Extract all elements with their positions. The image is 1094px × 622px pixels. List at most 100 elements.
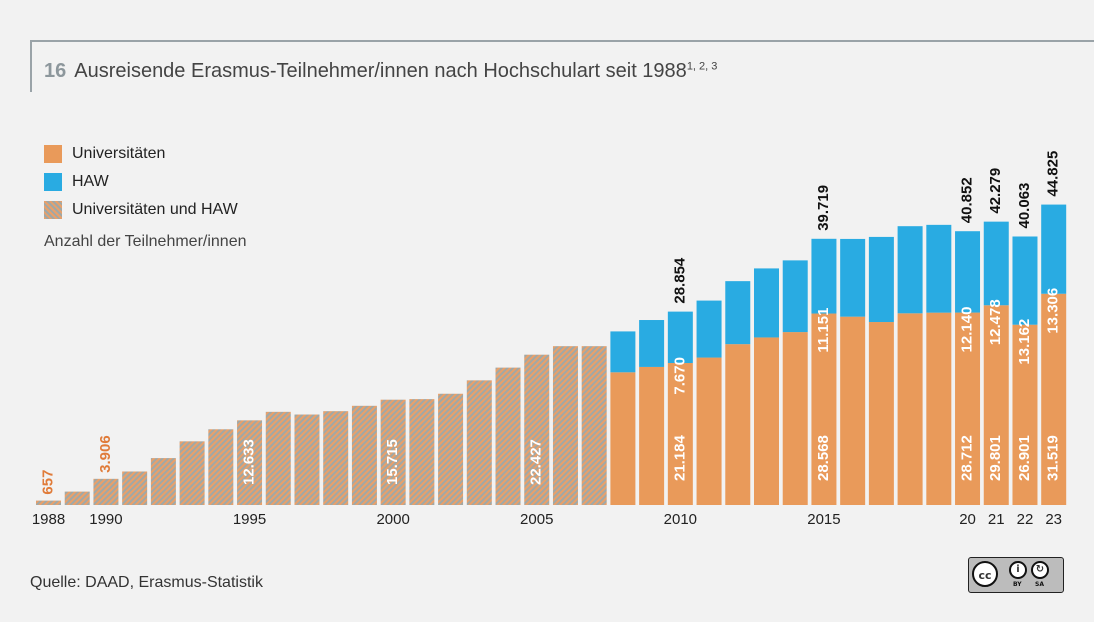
bar-1998	[323, 411, 349, 505]
source-note: Quelle: DAAD, Erasmus-Statistik	[30, 574, 263, 591]
bar-2015-haw-label: 11.151	[815, 308, 832, 353]
bar-2009-uni	[639, 366, 665, 505]
bar-2021-haw	[983, 221, 1009, 306]
bar-2016-haw	[840, 238, 866, 317]
bar-2022-haw	[1012, 236, 1038, 325]
bar-2014-haw	[782, 260, 808, 333]
share-alike-icon: ↻	[1031, 561, 1049, 579]
bar-2022-total-label: 40.063	[1016, 183, 1033, 229]
frame-horizontal-rule	[30, 40, 1094, 42]
title-footnotes: 1, 2, 3	[686, 60, 718, 73]
bar-2010-total-label: 28.854	[671, 257, 688, 304]
legend-swatch-uni	[44, 145, 62, 163]
bar-2000	[380, 399, 406, 505]
bar-1995-label: 12.633	[241, 439, 258, 485]
legend-label-haw: HAW	[72, 173, 109, 190]
legend: Universitäten HAW Universitäten und HAW	[44, 140, 238, 224]
bar-1995	[237, 420, 263, 505]
bar-2010-uni-label: 21.184	[671, 434, 688, 481]
bar-2017-haw	[868, 236, 894, 323]
bar-2015-uni-label: 28.568	[815, 435, 832, 481]
bar-1994	[208, 429, 234, 505]
bar-2021-haw-label: 12.478	[987, 299, 1004, 345]
bar-2018-uni	[897, 313, 923, 505]
bar-2019-haw	[926, 224, 952, 313]
x-tick-2022: 22	[1017, 511, 1034, 528]
cc-sa-label: SA	[1035, 581, 1044, 588]
bar-2019-uni	[926, 312, 952, 505]
chart-title: 16 Ausreisende Erasmus-Teilnehmer/innen n…	[44, 60, 717, 83]
x-tick-2015: 2015	[807, 511, 840, 528]
bar-2023-haw	[1041, 204, 1067, 294]
bar-2022-uni-label: 26.901	[1016, 435, 1033, 481]
bar-2015-uni	[811, 313, 837, 505]
frame-vertical-rule	[30, 40, 32, 92]
cc-by-label: BY	[1013, 581, 1022, 588]
bar-1991	[122, 471, 148, 505]
x-tick-2005: 2005	[520, 511, 553, 528]
cc-icon: cc	[972, 561, 998, 587]
bar-2006	[552, 346, 578, 505]
legend-swatch-haw	[44, 173, 62, 191]
bar-2013-haw	[754, 268, 779, 338]
bar-2022-uni	[1012, 324, 1038, 505]
bar-2020-uni-label: 28.712	[959, 435, 976, 481]
bar-2014-uni	[782, 332, 808, 505]
title-text: Ausreisende Erasmus-Teilnehmer/innen nac…	[74, 60, 687, 82]
bar-2020-total-label: 40.852	[959, 177, 976, 223]
bar-1988	[36, 500, 61, 505]
bar-2011-uni	[696, 357, 722, 505]
bar-2021-uni	[983, 305, 1009, 505]
figure-number: 16	[44, 60, 67, 82]
bar-2011-haw	[696, 300, 722, 358]
bar-2023-uni	[1041, 293, 1067, 505]
legend-label-both: Universitäten und HAW	[72, 201, 238, 218]
legend-item-both: Universitäten und HAW	[44, 196, 238, 224]
legend-item-uni: Universitäten	[44, 140, 238, 168]
bar-2000-label: 15.715	[384, 439, 401, 485]
bar-2020-uni	[955, 312, 981, 505]
bar-2009-haw	[639, 320, 665, 367]
bar-2023-haw-label: 13.306	[1045, 288, 1062, 334]
legend-item-haw: HAW	[44, 168, 238, 196]
bar-2016-uni	[840, 316, 866, 505]
bar-2023-uni-label: 31.519	[1045, 435, 1062, 481]
x-tick-1988: 1988	[32, 511, 65, 528]
bar-2023-total-label: 44.825	[1045, 151, 1062, 197]
bar-2017-uni	[868, 322, 894, 505]
y-unit-label: Anzahl der Teilnehmer/innen	[44, 233, 247, 250]
bar-2021-uni-label: 29.801	[987, 435, 1004, 481]
bar-2012-haw	[725, 281, 751, 345]
bar-1990-label: 3.906	[97, 435, 114, 473]
bar-1996	[265, 411, 291, 505]
bar-2021-total-label: 42.279	[987, 168, 1004, 214]
bar-2020-haw-label: 12.140	[959, 307, 976, 353]
cc-license-badge[interactable]: cc i ↻ BY SA	[968, 557, 1064, 593]
bar-2003	[466, 380, 492, 505]
x-tick-1990: 1990	[89, 511, 122, 528]
bar-2013-uni	[754, 337, 779, 505]
bar-2001	[409, 399, 435, 505]
attribution-icon: i	[1009, 561, 1027, 579]
bar-2022-haw-label: 13.162	[1016, 319, 1033, 365]
bar-2007	[581, 346, 607, 505]
x-tick-2023: 23	[1045, 511, 1062, 528]
bar-2012-uni	[725, 344, 751, 505]
bar-2008-uni	[610, 372, 636, 505]
bar-2008-haw	[610, 331, 636, 373]
legend-swatch-both	[44, 201, 62, 219]
bar-1988-label: 657	[39, 470, 56, 495]
bar-2010-uni	[667, 363, 693, 505]
bar-2002	[438, 393, 464, 505]
bar-1993	[179, 441, 205, 505]
bar-1989	[64, 491, 90, 505]
bar-1992	[150, 458, 176, 505]
bar-2015-total-label: 39.719	[815, 185, 832, 231]
legend-label-uni: Universitäten	[72, 145, 166, 162]
x-tick-1995: 1995	[233, 511, 266, 528]
bar-2015-haw	[811, 238, 837, 314]
bar-2010-haw	[667, 311, 693, 364]
bar-2005-label: 22.427	[528, 439, 545, 485]
x-tick-2010: 2010	[664, 511, 697, 528]
